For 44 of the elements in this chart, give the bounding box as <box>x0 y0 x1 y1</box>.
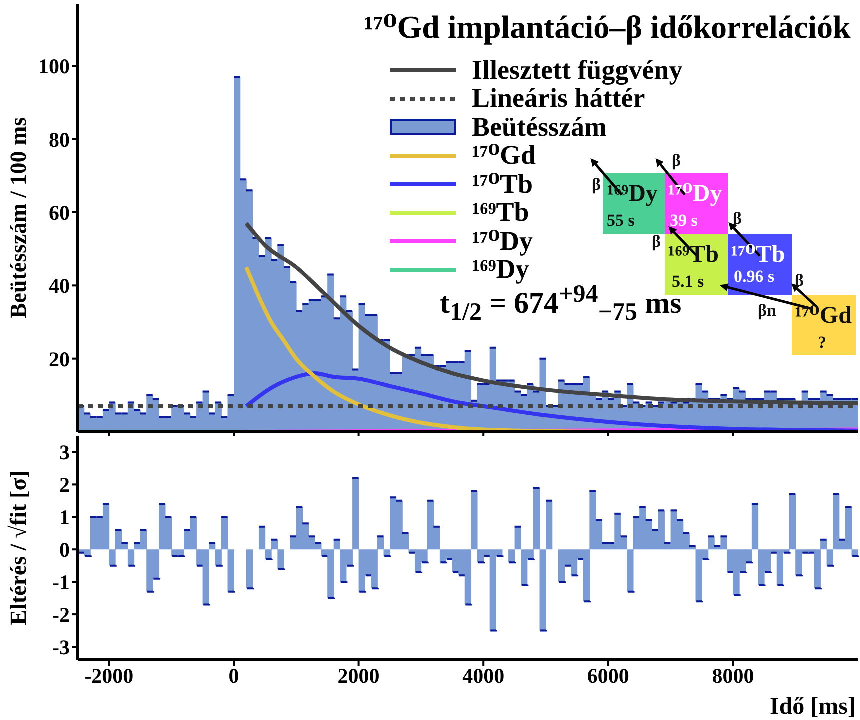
annotation: β <box>652 232 661 251</box>
legend-label: ¹⁷⁰Dy <box>472 226 534 257</box>
y-axis-title: Beütésszám / 100 ms <box>6 117 32 319</box>
legend-label: Illesztett függvény <box>472 54 683 86</box>
x-tick-label: 0 <box>228 664 240 688</box>
y-tick-label: 0 <box>60 538 70 562</box>
y-tick-label: 100 <box>38 54 70 79</box>
annotation: β <box>592 175 601 194</box>
annotation: β <box>672 151 681 170</box>
y-axis-title: Eltérés / √fit [σ] <box>6 470 32 626</box>
annotation: 55 s <box>607 211 635 230</box>
y-tick-label: 1 <box>60 506 70 530</box>
x-tick-label: -2000 <box>84 664 134 688</box>
annotation: ¹⁷⁰Gd <box>795 303 852 329</box>
annotation: β <box>795 271 804 290</box>
y-tick-label: 60 <box>49 200 70 225</box>
x-tick-label: 6000 <box>587 664 630 688</box>
annotation: βn <box>758 301 776 320</box>
x-tick-label: 4000 <box>462 664 505 688</box>
line-series <box>244 371 858 432</box>
legend-label: ¹⁶⁹Tb <box>472 197 530 228</box>
x-axis-title: Idő [ms] <box>770 694 856 720</box>
annotation: 39 s <box>670 211 698 230</box>
legend-title: ¹⁷⁰Gd implantáció–β időkorrelációk <box>364 9 851 45</box>
annotation: ? <box>818 333 826 352</box>
annotation: ¹⁶⁹Tb <box>668 242 719 268</box>
y-tick-label: 40 <box>49 274 70 298</box>
annotation: 0.96 s <box>734 267 775 286</box>
x-tick-label: 2000 <box>338 664 380 688</box>
annotation: ¹⁷⁰Dy <box>668 181 722 207</box>
y-tick-label: -1 <box>52 570 70 595</box>
legend-label: Beütésszám <box>472 112 607 143</box>
y-tick-label: 20 <box>49 347 70 372</box>
y-tick-label: 80 <box>49 128 70 152</box>
annotation: β <box>733 209 742 228</box>
y-tick-label: -2 <box>52 603 70 628</box>
x-tick-label: 8000 <box>712 664 754 688</box>
annotation: ¹⁷⁰Tb <box>731 242 786 268</box>
legend-label: ¹⁷⁰Gd <box>472 140 536 172</box>
y-tick-label: -3 <box>52 635 70 660</box>
y-tick-label: 3 <box>60 440 70 465</box>
legend-label: ¹⁷⁰Tb <box>472 168 534 200</box>
y-tick-label: 2 <box>60 473 70 498</box>
annotation: ¹⁶⁹Dy <box>607 181 658 207</box>
